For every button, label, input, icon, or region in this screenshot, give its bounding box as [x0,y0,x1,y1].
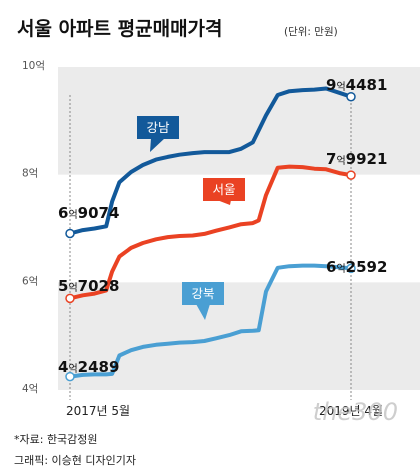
value-label: 5억7028 [58,277,119,295]
series-markers [65,91,356,382]
value-label: 6억9074 [58,204,119,222]
series-badge [203,178,245,201]
x-axis-labels: 2017년 5월 2019년 4월 [66,404,383,418]
series-name-label: 강북 [191,286,214,301]
badge-pointer [196,304,210,320]
graphic-credit: 그래픽: 이승현 디자인기자 [14,454,136,467]
x-tick-label: 2019년 4월 [319,404,383,418]
grid-band [58,67,420,175]
end-point-marker [346,91,356,102]
series-line-3 [68,263,353,379]
x-tick-label: 2017년 5월 [66,404,130,418]
y-tick-label: 6억 [22,275,38,287]
series-line-2 [68,164,353,301]
start-point-marker [65,371,75,382]
end-point-marker [346,263,356,274]
chart-title: 서울 아파트 평균매매가격 [17,18,223,40]
grid-bands [58,67,420,390]
y-tick-label: 10억 [22,60,45,72]
value-label: 4억2489 [58,358,119,376]
y-tick-label: 4억 [22,383,38,395]
unit-note: (단위: 만원) [284,25,338,38]
value-label: 9억4481 [326,76,387,94]
end-point-marker [346,170,356,180]
value-labels: 6억9074 9억4481 5억7028 7억9921 4억2489 6억2592 [58,76,387,376]
value-label: 6억2592 [326,258,387,276]
badge-pointer [217,200,231,205]
series-name-label: 서울 [212,182,235,197]
series-line-1 [68,86,353,236]
y-axis-labels: 4억 6억 8억 10억 [22,60,45,395]
watermark-logo: the300 [313,398,398,426]
start-point-marker [65,228,75,239]
x-guides [69,95,352,400]
series-badge [182,282,224,305]
start-point-marker [65,293,75,304]
series-lines [68,86,353,379]
value-label: 7억9921 [326,150,387,168]
source-note: *자료: 한국감정원 [14,433,98,446]
grid-band [58,282,420,390]
y-tick-label: 8억 [22,168,38,180]
badge-pointer [150,138,165,152]
series-badge [137,116,179,139]
series-name-label: 강남 [146,120,170,135]
